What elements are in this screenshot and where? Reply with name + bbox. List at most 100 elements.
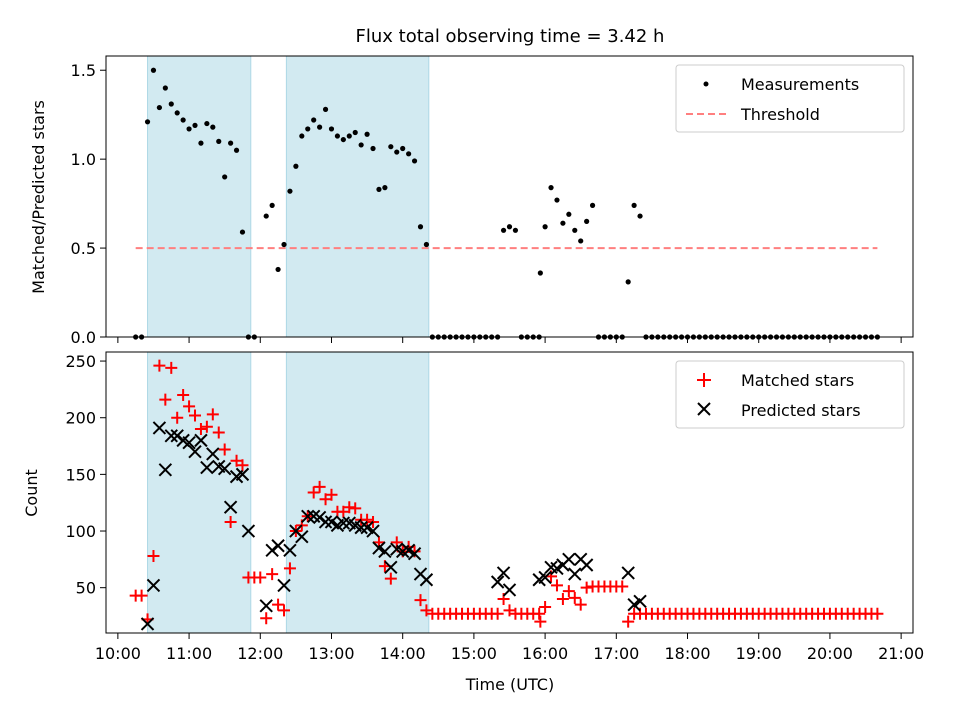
measurement-point [228,140,234,146]
matched-star-point [266,568,279,581]
predicted-star-point [562,552,576,567]
matched-star-point [254,571,267,584]
matched-star-point [313,480,326,493]
matched-star-point [236,459,249,472]
matched-star-point [206,408,219,421]
top-shaded-region-0 [147,56,252,337]
predicted-star-point [182,435,196,450]
predicted-star-point [241,524,256,538]
matched-star-point [325,488,338,501]
x-axis-label: Time (UTC) [465,675,554,694]
measurement-point [222,174,228,180]
measurement-point [637,213,643,219]
predicted-star-point [621,566,635,580]
top-y-tick-label: 1.5 [71,61,96,80]
matched-star-point [147,549,160,562]
matched-star-point [218,443,231,456]
x-tick-label: 21:00 [878,644,924,663]
predicted-star-point [271,539,285,553]
x-tick-label: 10:00 [95,644,141,663]
predicted-star-point [378,544,392,559]
matched-star-point [539,600,552,613]
matched-star-point [171,411,184,424]
measurement-point [174,110,180,116]
matched-star-point [153,359,166,372]
matched-star-point [534,615,547,628]
measurement-point [400,145,406,152]
matched-star-point [491,607,504,620]
matched-star-point [260,612,273,625]
matched-star-point [200,420,213,433]
bottom-y-tick-label: 150 [65,465,96,484]
measurement-point [542,224,548,230]
measurement-point [168,101,174,107]
measurement-point [281,241,287,248]
bottom-shaded-regions [147,352,430,633]
measurement-point [512,227,519,233]
measurement-point [578,238,584,244]
predicted-star-point [568,567,582,581]
matched-star-point [272,598,285,611]
matched-star-point [283,562,296,575]
matched-star-point [165,361,178,374]
top-y-tick-label: 1.0 [71,150,96,169]
matched-star-point [194,423,207,436]
matched-star-point [574,598,587,611]
matched-star-point [349,502,362,515]
measurement-point [346,133,352,139]
measurement-point [180,117,186,123]
top-shaded-region-1 [285,56,430,337]
measurement-point [204,120,210,127]
measurement-point [156,104,163,111]
measurement-point [560,220,566,226]
x-tick-label: 20:00 [807,644,853,663]
measurement-point [352,129,358,136]
legend-predicted-label: Predicted stars [741,401,861,420]
matched-star-point [568,591,581,604]
matched-star-point [550,579,563,592]
predicted-star-point [490,575,505,589]
measurement-point [406,151,412,157]
legend-matched-label: Matched stars [741,371,854,390]
measurement-point [311,117,317,123]
legend-matched-marker [697,373,711,387]
x-tick-label: 17:00 [593,644,639,663]
bottom-y-tick-label: 250 [65,352,96,371]
predicted-star-point [200,460,214,475]
predicted-star-point [194,433,208,448]
predicted-star-point [336,516,351,530]
matched-star-point [616,580,629,593]
measurement-point [287,188,293,194]
x-tick-label: 18:00 [664,644,710,663]
predicted-star-point [206,447,220,461]
predicted-star-point [188,445,202,459]
measurement-point [275,266,281,273]
bottom-y-ticks: 50 100 150 200 250 [65,352,106,598]
predicted-star-point [538,570,552,585]
x-tick-label: 14:00 [380,644,426,663]
measurement-point [216,138,222,144]
predicted-star-point [407,546,422,561]
matched-star-point [556,593,569,606]
x-tick-label: 13:00 [308,644,354,663]
x-tick-label: 19:00 [736,644,782,663]
predicted-star-point [223,500,238,514]
matched-star-point [183,400,196,413]
top-axes-frame [105,55,914,338]
measurement-point [500,227,507,233]
top-y-tick-label: 0.0 [71,328,96,347]
x-tick-label: 11:00 [166,644,212,663]
measurement-point [192,122,198,128]
x-tick-label: 15:00 [451,644,497,663]
predicted-star-point [366,524,380,538]
measurement-point [334,133,341,139]
bottom-axes-frame [105,351,914,634]
matched-star-point [224,515,237,528]
legend-measurements-marker [703,81,709,87]
measurement-point [631,202,637,208]
measurement-point [233,147,240,153]
measurement-point [394,149,400,155]
measurement-point [328,126,335,132]
measurement-point [411,158,418,164]
measurement-point [186,126,192,132]
